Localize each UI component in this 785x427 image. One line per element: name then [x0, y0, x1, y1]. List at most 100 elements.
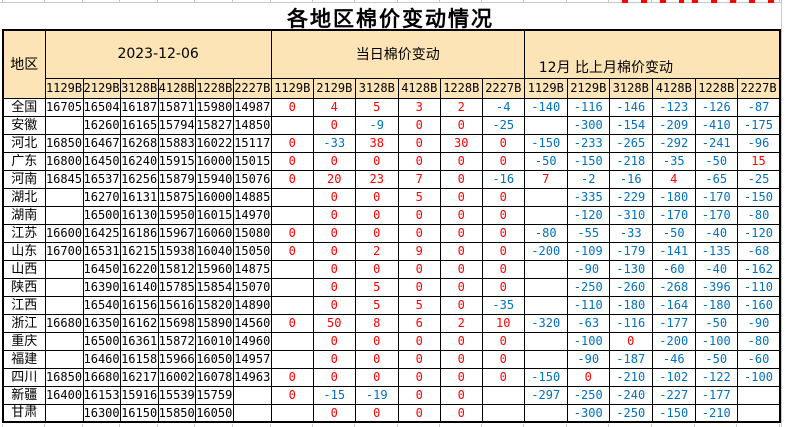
price-cell[interactable]: 3 — [397, 97, 441, 117]
price-cell[interactable]: 15890 — [194, 313, 234, 333]
price-cell[interactable]: 16361 — [119, 331, 159, 351]
price-cell[interactable]: 16800 — [44, 151, 84, 171]
price-cell[interactable]: 0 — [439, 277, 483, 297]
price-cell[interactable]: 0 — [270, 169, 314, 189]
region-cell[interactable]: 四川 — [2, 367, 46, 387]
region-cell[interactable]: 江西 — [2, 295, 46, 315]
price-cell[interactable]: 15820 — [194, 295, 234, 315]
price-cell[interactable]: -90 — [566, 259, 610, 279]
price-cell[interactable] — [270, 349, 314, 369]
price-cell[interactable]: 0 — [354, 349, 399, 369]
price-cell[interactable]: -265 — [608, 133, 653, 153]
price-cell[interactable]: 16187 — [119, 97, 159, 117]
price-cell[interactable]: 15812 — [157, 259, 196, 279]
price-cell[interactable]: 0 — [397, 133, 441, 153]
price-cell[interactable]: 16215 — [119, 241, 159, 261]
price-cell[interactable]: -210 — [694, 403, 738, 423]
price-cell[interactable]: 15875 — [157, 187, 196, 207]
price-cell[interactable] — [44, 295, 84, 315]
price-cell[interactable]: 0 — [397, 277, 441, 297]
price-cell[interactable]: 14890 — [232, 295, 272, 315]
price-cell[interactable]: 16500 — [82, 331, 121, 351]
price-cell[interactable]: -126 — [694, 97, 738, 117]
price-cell[interactable]: -130 — [608, 259, 653, 279]
price-cell[interactable]: -16 — [608, 169, 653, 189]
price-cell[interactable]: -35 — [481, 295, 525, 315]
price-cell[interactable]: 16162 — [119, 313, 159, 333]
price-cell[interactable]: 15872 — [157, 331, 196, 351]
price-cell[interactable]: -150 — [566, 151, 610, 171]
price-cell[interactable] — [523, 295, 568, 315]
column-header[interactable]: 1228B — [439, 77, 483, 99]
price-cell[interactable]: 15698 — [157, 313, 196, 333]
price-cell[interactable]: -90 — [566, 349, 610, 369]
price-cell[interactable]: -240 — [608, 385, 653, 405]
price-cell[interactable]: 23 — [354, 169, 399, 189]
price-cell[interactable]: 15916 — [119, 385, 159, 405]
price-cell[interactable]: -25 — [481, 115, 525, 135]
price-cell[interactable]: -297 — [523, 385, 568, 405]
price-cell[interactable]: 16060 — [194, 223, 234, 243]
price-cell[interactable]: 0 — [354, 367, 399, 387]
price-cell[interactable]: 16156 — [119, 295, 159, 315]
price-cell[interactable]: 2 — [439, 97, 483, 117]
price-cell[interactable]: 0 — [481, 205, 525, 225]
column-header[interactable]: 2129B — [566, 77, 610, 99]
price-cell[interactable]: -150 — [651, 403, 696, 423]
section-header-daily-change[interactable]: 当日棉价变动 — [270, 29, 525, 79]
price-cell[interactable] — [44, 277, 84, 297]
price-cell[interactable] — [44, 205, 84, 225]
price-cell[interactable]: -250 — [566, 385, 610, 405]
price-cell[interactable]: -229 — [608, 187, 653, 207]
price-cell[interactable]: 16504 — [82, 97, 121, 117]
price-cell[interactable] — [523, 205, 568, 225]
price-cell[interactable]: 15871 — [157, 97, 196, 117]
price-cell[interactable]: -116 — [608, 313, 653, 333]
price-cell[interactable] — [270, 295, 314, 315]
price-cell[interactable]: 15938 — [157, 241, 196, 261]
price-cell[interactable]: 16050 — [194, 403, 234, 423]
price-cell[interactable]: 16300 — [82, 403, 121, 423]
price-cell[interactable]: 0 — [312, 205, 356, 225]
price-cell[interactable]: 0 — [439, 169, 483, 189]
price-cell[interactable]: -25 — [736, 169, 781, 189]
price-cell[interactable]: 0 — [397, 403, 441, 423]
price-cell[interactable]: -209 — [651, 115, 696, 135]
price-cell[interactable]: -50 — [651, 223, 696, 243]
price-cell[interactable]: 38 — [354, 133, 399, 153]
price-cell[interactable] — [232, 385, 272, 405]
price-cell[interactable]: 14875 — [232, 259, 272, 279]
price-cell[interactable]: 0 — [439, 367, 483, 387]
price-cell[interactable]: 16220 — [119, 259, 159, 279]
price-cell[interactable]: 15616 — [157, 295, 196, 315]
price-cell[interactable]: 14885 — [232, 187, 272, 207]
column-header[interactable]: 4128B — [157, 77, 196, 99]
price-cell[interactable]: 0 — [312, 241, 356, 261]
price-cell[interactable]: 15794 — [157, 115, 196, 135]
price-cell[interactable]: 15050 — [232, 241, 272, 261]
region-cell[interactable]: 全国 — [2, 97, 46, 117]
column-header[interactable]: 1228B — [694, 77, 738, 99]
price-cell[interactable]: 14987 — [232, 97, 272, 117]
column-header[interactable]: 2227B — [736, 77, 781, 99]
price-cell[interactable]: 0 — [354, 331, 399, 351]
price-cell[interactable]: 16540 — [82, 295, 121, 315]
price-cell[interactable]: 0 — [270, 385, 314, 405]
price-cell[interactable]: 0 — [481, 367, 525, 387]
price-cell[interactable]: 14850 — [232, 115, 272, 135]
price-cell[interactable]: 16260 — [82, 115, 121, 135]
region-cell[interactable]: 河南 — [2, 169, 46, 189]
price-cell[interactable]: -100 — [566, 331, 610, 351]
column-header[interactable]: 2129B — [82, 77, 121, 99]
price-cell[interactable]: 0 — [439, 403, 483, 423]
price-cell[interactable]: 15950 — [157, 205, 196, 225]
price-cell[interactable]: 5 — [397, 295, 441, 315]
price-cell[interactable]: -80 — [523, 223, 568, 243]
price-cell[interactable]: 16050 — [194, 349, 234, 369]
price-cell[interactable]: -164 — [651, 295, 696, 315]
price-cell[interactable] — [481, 403, 525, 423]
price-cell[interactable] — [736, 385, 781, 405]
price-cell[interactable]: -175 — [736, 115, 781, 135]
price-cell[interactable]: 16140 — [119, 277, 159, 297]
price-cell[interactable]: 15960 — [194, 259, 234, 279]
